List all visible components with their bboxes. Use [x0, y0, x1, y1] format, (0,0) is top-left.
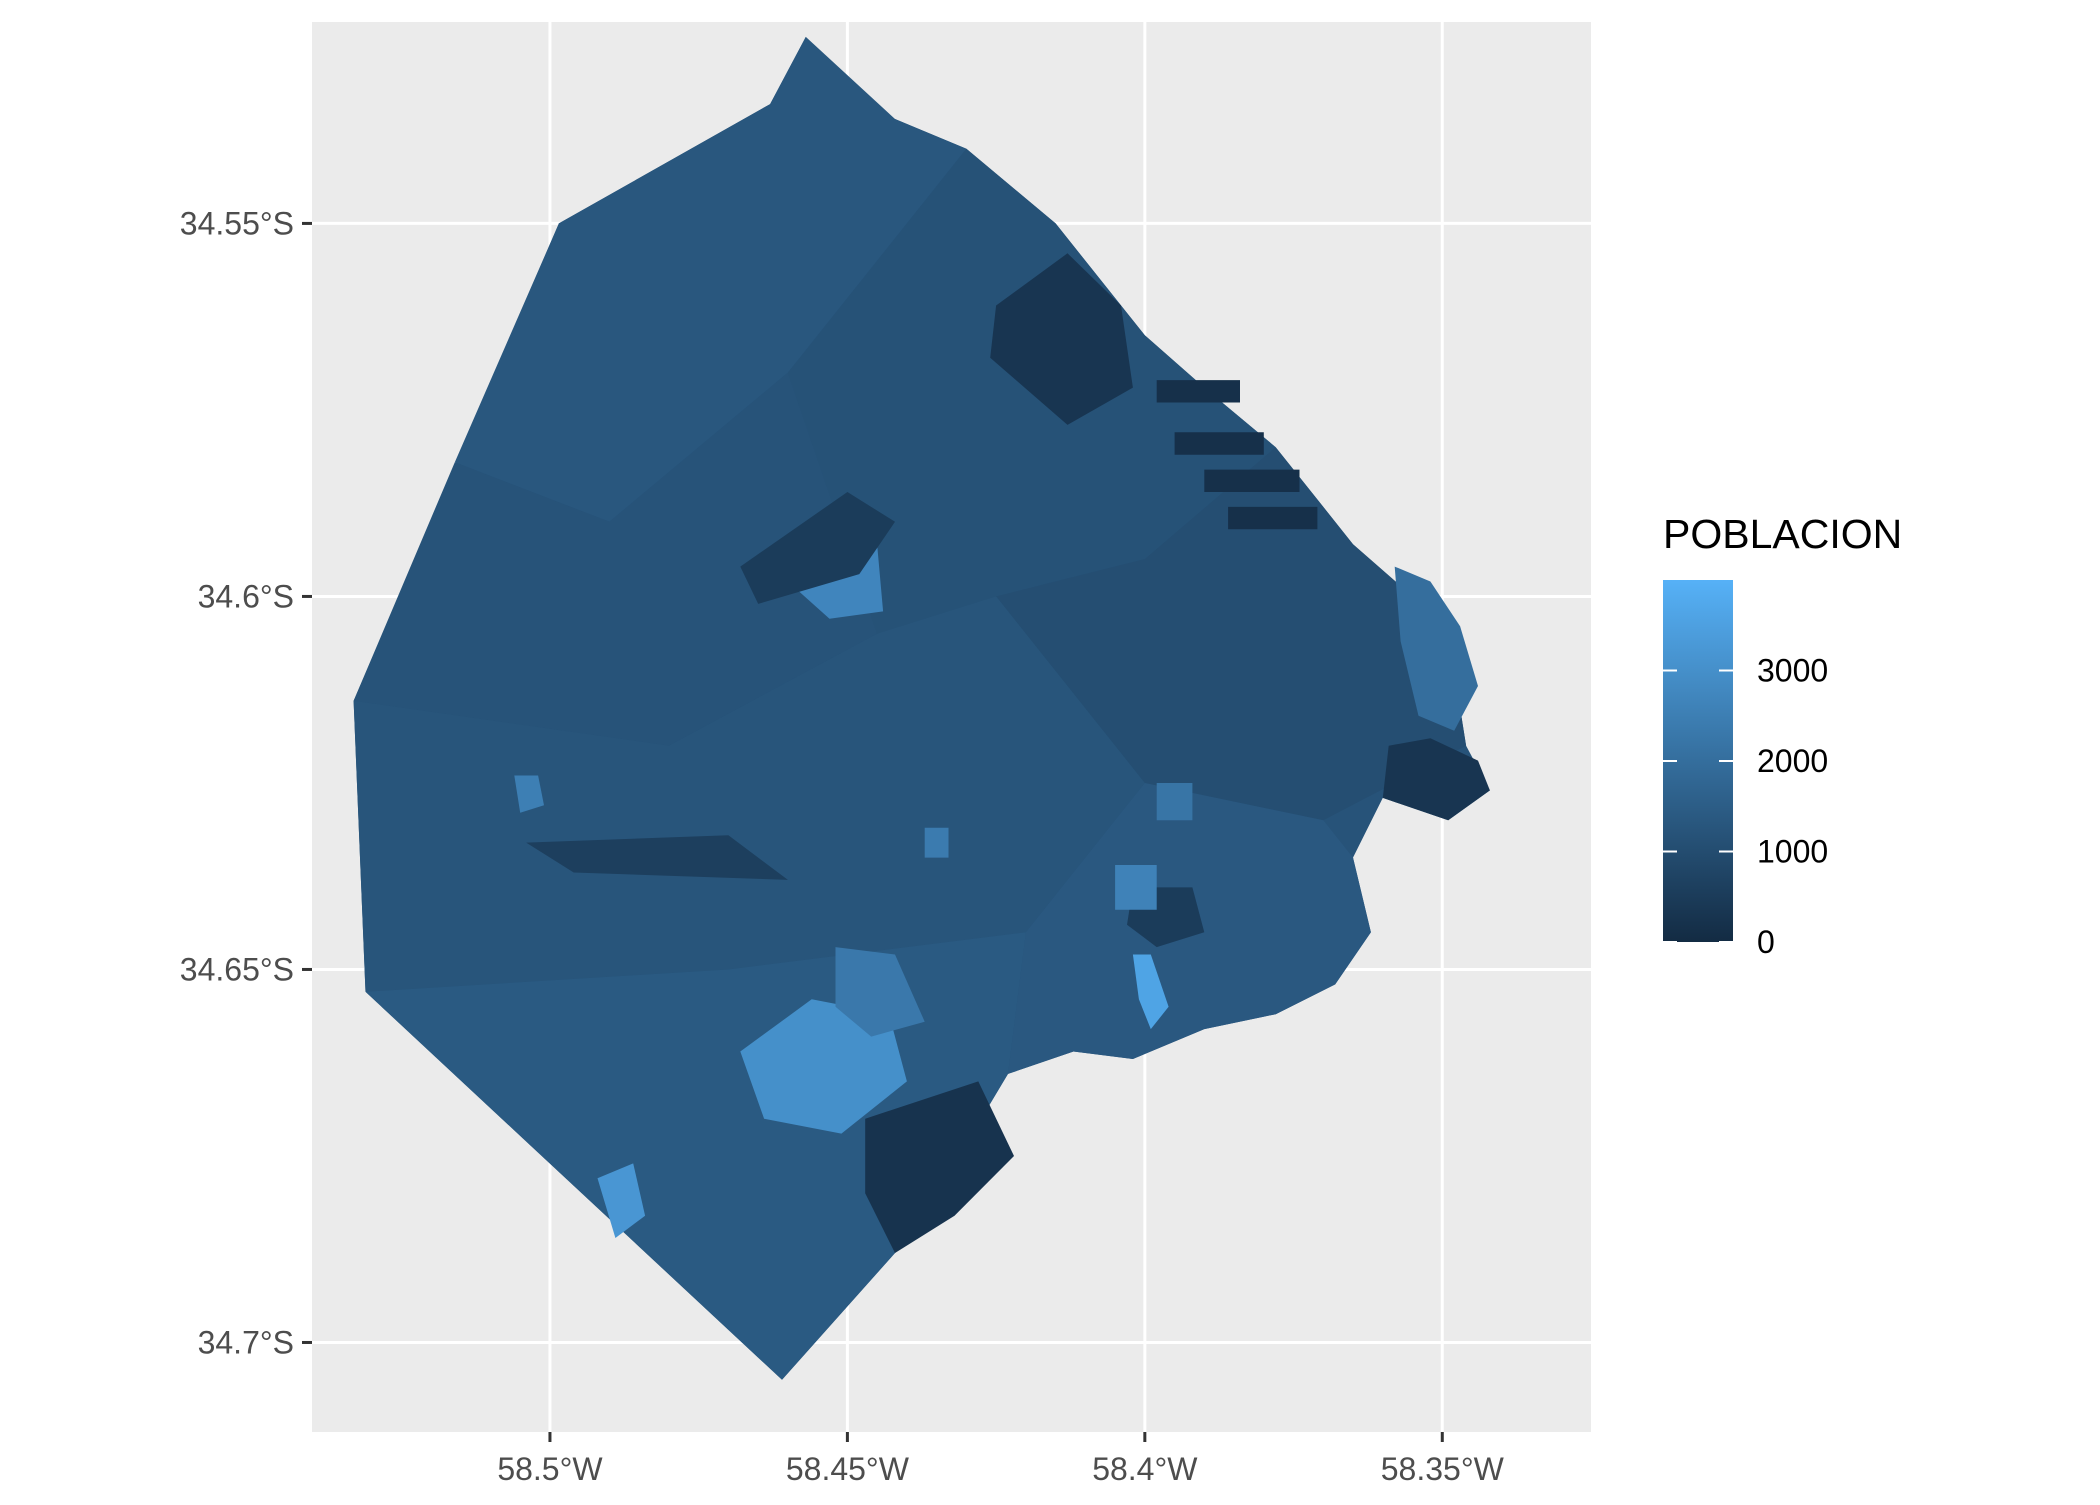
port-dock: [1228, 506, 1318, 530]
y-tick-label: 34.65°S: [180, 951, 294, 987]
census-region: [1394, 566, 1478, 731]
map-layer: [353, 36, 1490, 1380]
y-tick-label: 34.6°S: [198, 578, 294, 614]
legend-title: POBLACION: [1663, 511, 1902, 557]
x-tick-label: 58.45°W: [786, 1451, 910, 1487]
census-region: [353, 372, 878, 746]
legend-tick-label: 2000: [1757, 743, 1828, 779]
census-region: [1382, 738, 1490, 821]
census-region: [996, 447, 1467, 821]
x-tick-label: 58.35°W: [1381, 1451, 1505, 1487]
legend-tick-label: 1000: [1757, 834, 1828, 870]
census-region: [990, 253, 1133, 425]
legend: POBLACION 0 1000 2000 3000: [1663, 511, 1902, 960]
x-tick-label: 58.4°W: [1092, 1451, 1198, 1487]
census-region: [1132, 954, 1169, 1030]
census-region: [526, 835, 788, 880]
census-region: [1156, 783, 1193, 821]
y-tick-label: 34.55°S: [180, 205, 294, 241]
y-tick-label: 34.7°S: [198, 1324, 294, 1360]
legend-tick-label: 0: [1757, 924, 1775, 960]
port-dock: [1174, 432, 1264, 455]
x-axis-ticks: 58.5°W 58.45°W 58.4°W 58.35°W: [497, 1432, 1505, 1487]
census-region: [865, 1081, 1014, 1253]
census-region: [740, 492, 895, 604]
census-region: [835, 947, 925, 1037]
census-region: [454, 36, 967, 522]
census-region: [597, 1163, 646, 1238]
y-axis-ticks: 34.55°S 34.6°S 34.65°S 34.7°S: [180, 205, 312, 1360]
legend-ticks: 0 1000 2000 3000: [1663, 653, 1828, 960]
census-region: [353, 596, 1145, 992]
census-region: [1115, 865, 1157, 910]
census-region: [514, 775, 544, 813]
port-dock: [1204, 469, 1300, 492]
census-region: [924, 827, 949, 858]
x-tick-label: 58.5°W: [497, 1451, 603, 1487]
legend-tick-label: 3000: [1757, 653, 1828, 689]
port-dock: [1156, 380, 1240, 403]
census-region: [740, 999, 907, 1134]
